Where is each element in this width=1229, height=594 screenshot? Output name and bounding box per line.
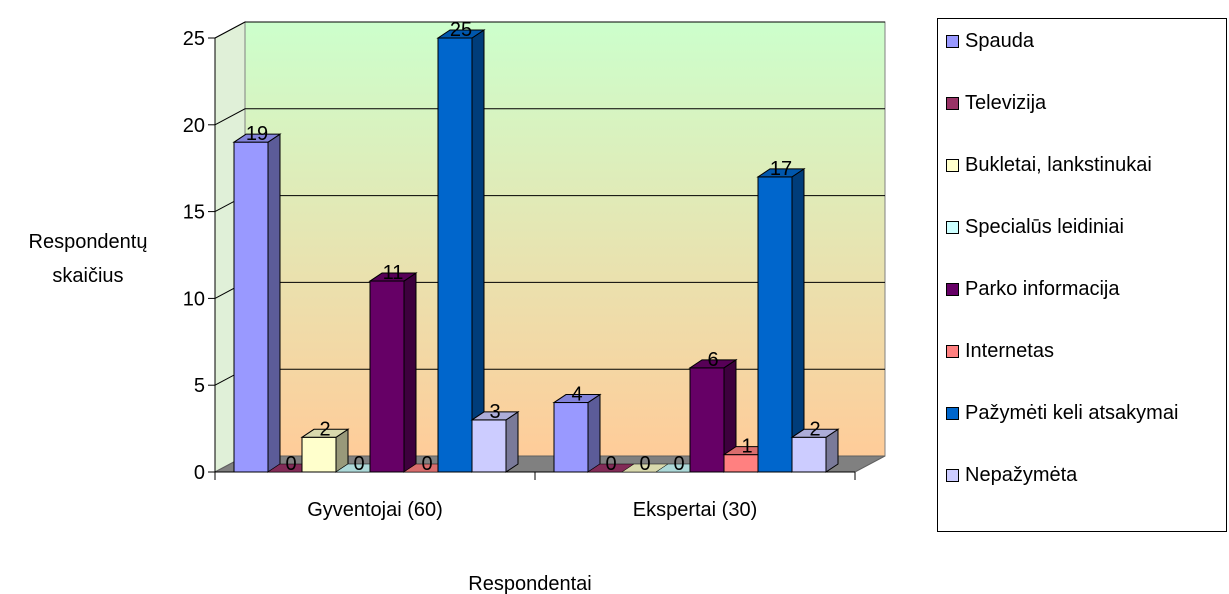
- bar: [300, 428, 350, 473]
- bar: [436, 29, 486, 473]
- legend-item: Specialūs leidiniai: [946, 215, 1229, 240]
- legend-item: Nepažymėta: [946, 463, 1229, 488]
- y-tick-label: 15: [183, 202, 205, 224]
- legend-label: Nepažymėta: [965, 464, 1078, 486]
- data-label: 0: [673, 453, 684, 475]
- gridline: [214, 108, 885, 126]
- legend-label: Internetas: [965, 340, 1054, 362]
- legend-swatch: [946, 345, 959, 358]
- data-label: 11: [383, 262, 404, 284]
- data-label: 25: [450, 19, 472, 41]
- y-tick-label: 0: [194, 462, 205, 484]
- data-label: 17: [770, 158, 792, 180]
- bar: [552, 393, 602, 473]
- legend-swatch: [946, 35, 959, 48]
- data-labels: 19 0 2 0 11 0 25 3 4 0 0 0 6 1 17 2: [246, 19, 821, 475]
- gridline: [214, 21, 885, 39]
- data-label: 2: [319, 418, 330, 440]
- bar: [470, 410, 520, 473]
- bar: [368, 272, 418, 473]
- y-axis-title-line: Respondentų: [29, 231, 148, 253]
- legend-label: Specialūs leidiniai: [965, 216, 1124, 238]
- legend-label: Parko informacija: [965, 278, 1120, 300]
- bar: [232, 133, 282, 473]
- data-label: 0: [639, 453, 650, 475]
- x-tick-label: Ekspertai (30): [633, 499, 758, 521]
- data-label: 4: [571, 384, 582, 406]
- legend-swatch: [946, 469, 959, 482]
- legend-label: Pažymėti keli atsakymai: [965, 402, 1179, 424]
- data-label: 0: [353, 453, 364, 475]
- legend-swatch: [946, 159, 959, 172]
- data-label: 0: [285, 453, 296, 475]
- x-tick-label: Gyventojai (60): [307, 499, 443, 521]
- bar: [756, 167, 806, 473]
- y-axis-title: Respondentų skaičius: [29, 231, 148, 287]
- legend-item: Bukletai, lankstinukai: [946, 153, 1229, 178]
- legend-item: Televizija: [946, 91, 1229, 116]
- legend-label: Spauda: [965, 30, 1034, 52]
- y-tick-label: 10: [183, 288, 205, 310]
- legend: Spauda Televizija Bukletai, lankstinukai Sp…: [937, 18, 1227, 532]
- legend-swatch: [946, 221, 959, 234]
- bars: [232, 29, 840, 473]
- legend-swatch: [946, 407, 959, 420]
- legend-item: Internetas: [946, 339, 1229, 364]
- legend-item: Spauda: [946, 29, 1229, 54]
- data-label: 2: [809, 418, 820, 440]
- legend-label: Bukletai, lankstinukai: [965, 154, 1152, 176]
- bar: [688, 358, 738, 473]
- y-axis-title-line: skaičius: [52, 265, 123, 287]
- x-axis-title: Respondentai: [468, 573, 591, 594]
- y-tick-label: 20: [183, 115, 205, 137]
- data-label: 0: [605, 453, 616, 475]
- y-tick-label: 5: [194, 375, 205, 397]
- legend-label: Televizija: [965, 92, 1047, 114]
- data-label: 0: [421, 453, 432, 475]
- data-label: 3: [489, 401, 500, 423]
- legend-swatch: [946, 283, 959, 296]
- y-tick-label: 25: [183, 28, 205, 50]
- legend-swatch: [946, 97, 959, 110]
- legend-item: Pažymėti keli atsakymai: [946, 401, 1229, 426]
- legend-item: Parko informacija: [946, 277, 1229, 302]
- bar: [790, 428, 840, 473]
- data-label: 6: [707, 349, 718, 371]
- data-label: 1: [741, 436, 752, 458]
- data-label: 19: [246, 123, 268, 145]
